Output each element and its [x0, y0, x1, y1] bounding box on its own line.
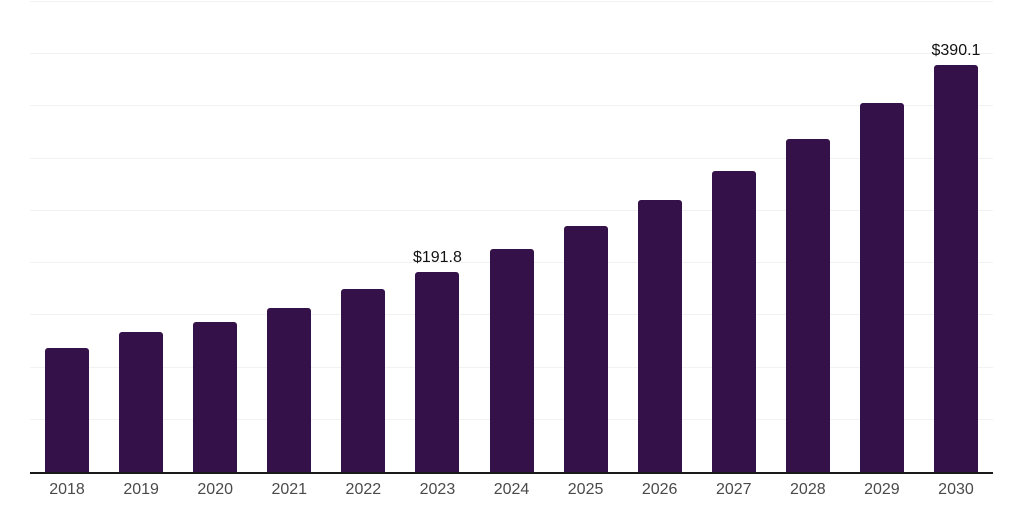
bar-2030[interactable] [933, 64, 978, 472]
x-tick-2018: 2018 [49, 481, 85, 498]
bar-2023[interactable] [415, 271, 460, 472]
bar-2027[interactable] [711, 171, 756, 472]
gridline-300 [30, 157, 993, 159]
bar-2019[interactable] [119, 332, 164, 472]
x-tick-2022: 2022 [345, 481, 382, 498]
x-tick-2026: 2026 [641, 481, 678, 498]
bar-2029[interactable] [859, 103, 904, 472]
bars-container: $191.8 $390.1 [30, 2, 993, 472]
bar-slot-2022 [326, 2, 400, 472]
gridline-250 [30, 209, 993, 211]
x-tick-2028: 2028 [790, 481, 826, 498]
gridline-350 [30, 105, 993, 107]
bar-slot-2025 [549, 2, 623, 472]
bar-slot-2030: $390.1 [919, 2, 993, 472]
gridline-450 [30, 1, 993, 2]
x-tick-2030: 2030 [938, 481, 974, 498]
x-tick-2023: 2023 [419, 481, 456, 498]
x-axis-labels: 2018 2019 2020 2021 2022 2023 2024 2025 2026 2027… [30, 481, 993, 499]
bar-2026[interactable] [637, 200, 682, 472]
bar-2022[interactable] [341, 289, 386, 472]
bar-slot-2018 [30, 2, 104, 472]
bar-2021[interactable] [267, 308, 312, 472]
bar-slot-2029 [845, 2, 919, 472]
bar-slot-2024 [474, 2, 548, 472]
bar-slot-2019 [104, 2, 178, 472]
x-tick-2020: 2020 [197, 481, 233, 498]
x-tick-2024: 2024 [493, 481, 530, 498]
bar-2018[interactable] [45, 348, 90, 472]
x-tick-2027: 2027 [715, 481, 752, 498]
gridline-400 [30, 53, 993, 55]
bar-2028[interactable] [785, 139, 830, 472]
bar-slot-2028 [771, 2, 845, 472]
bar-value-label-2023: $191.8 [412, 248, 462, 266]
bar-2025[interactable] [563, 226, 608, 472]
x-tick-2029: 2029 [864, 481, 900, 498]
bar-slot-2023: $191.8 [400, 2, 474, 472]
bar-slot-2027 [697, 2, 771, 472]
bar-slot-2026 [623, 2, 697, 472]
bar-slot-2020 [178, 2, 252, 472]
bar-2024[interactable] [489, 249, 534, 472]
x-tick-2025: 2025 [567, 481, 604, 498]
plot-area: $191.8 $390.1 [30, 1, 993, 474]
bar-2020[interactable] [193, 322, 238, 472]
x-tick-2019: 2019 [123, 481, 159, 498]
bar-slot-2021 [252, 2, 326, 472]
x-tick-2021: 2021 [271, 481, 308, 498]
bar-value-label-2030: $390.1 [931, 41, 981, 59]
